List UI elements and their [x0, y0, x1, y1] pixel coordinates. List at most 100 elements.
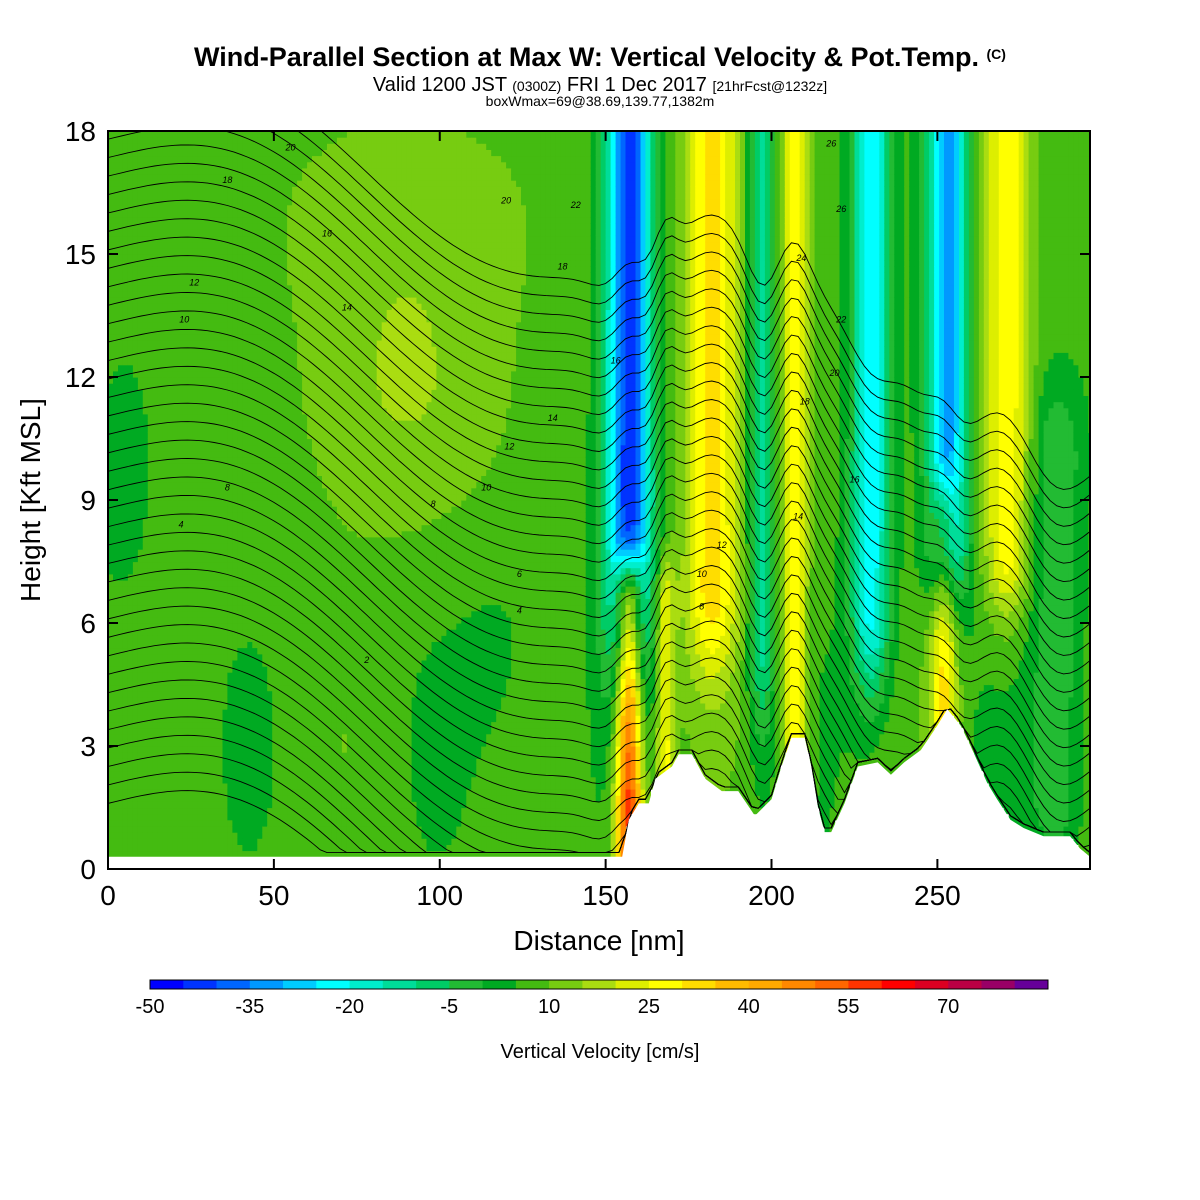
pot-temp-label: 2 — [363, 655, 369, 665]
pot-temp-label: 12 — [189, 278, 199, 288]
x-tick-label: 200 — [748, 880, 795, 911]
y-tick-label: 3 — [80, 731, 96, 762]
pot-temp-label: 22 — [835, 315, 846, 325]
pot-temp-contour — [108, 131, 1090, 546]
pot-temp-label: 20 — [828, 368, 839, 378]
pot-temp-contour — [108, 236, 1090, 656]
pot-temp-label: 14 — [342, 302, 352, 312]
colorbar-tick-label: -35 — [235, 996, 264, 1018]
y-tick-label: 0 — [80, 854, 96, 885]
pot-temp-label: 10 — [697, 569, 707, 579]
pot-temp-contour — [108, 365, 1090, 786]
pot-temp-contour — [108, 255, 1090, 675]
pot-temp-label: 4 — [178, 520, 183, 530]
colorbar-swatch — [582, 980, 617, 989]
pot-temp-label: 18 — [557, 261, 567, 271]
x-tick-label: 150 — [582, 880, 629, 911]
pot-temp-contour — [108, 347, 1090, 767]
pot-temp-contour — [108, 162, 1090, 583]
pot-temp-label: 26 — [835, 204, 846, 214]
colorbar-swatch — [682, 980, 716, 989]
colorbar-swatch — [382, 980, 417, 989]
colorbar-tick-label: 55 — [837, 996, 859, 1018]
colorbar-tick-label: 25 — [638, 996, 660, 1018]
colorbar-tick-label: 10 — [538, 996, 560, 1018]
colorbar-swatch — [815, 980, 849, 989]
valid-utc: (0300Z) — [512, 78, 561, 94]
y-tick-label: 9 — [80, 485, 96, 516]
y-axis-label: Height [Kft MSL] — [15, 398, 46, 602]
pot-temp-contour — [108, 144, 1090, 564]
colorbar-swatch — [249, 980, 284, 989]
pot-temp-contour — [108, 384, 1090, 804]
colorbar-swatch — [948, 980, 982, 989]
pot-temp-label: 20 — [284, 142, 295, 152]
colorbar-swatch — [848, 980, 883, 989]
chart-title-text: Wind-Parallel Section at Max W: Vertical… — [194, 42, 979, 72]
pot-temp-label: 18 — [222, 175, 232, 185]
pot-temp-contour — [108, 328, 1090, 749]
colorbar-swatch — [915, 980, 949, 989]
x-axis-label: Distance [nm] — [513, 925, 684, 956]
pot-temp-contour — [320, 131, 1090, 490]
pot-temp-label: 8 — [225, 483, 230, 493]
pot-temp-label: 12 — [504, 442, 514, 452]
y-tick-label: 6 — [80, 608, 96, 639]
pot-temp-labels: 20 18 16 12 10 14 20 22 18 16 14 12 10 8 8 4 6 4 2 26 26 24 22… — [178, 138, 859, 665]
pot-temp-label: 10 — [481, 483, 491, 493]
pot-temp-label: 14 — [548, 413, 558, 423]
y-tick-label: 15 — [65, 239, 96, 270]
x-tick-label: 100 — [416, 880, 463, 911]
chart-subtitle: boxWmax=69@38.69,139.77,1382m — [0, 93, 1200, 109]
colorbar-swatch — [416, 980, 450, 989]
colorbar-swatch — [515, 980, 550, 989]
colorbar-swatch — [981, 980, 1016, 989]
valid-prefix: Valid 1200 JST — [373, 74, 507, 96]
colorbar: -50 -35 -20 -5 10 25 40 55 70 — [136, 979, 1049, 1018]
pot-temp-label: 18 — [800, 397, 810, 407]
pot-temp-contour — [108, 181, 1090, 601]
colorbar-swatch — [615, 980, 650, 989]
colorbar-swatch — [283, 980, 317, 989]
colorbar-frame — [149, 979, 1049, 990]
pot-temp-contour — [108, 421, 1090, 837]
valid-date: FRI 1 Dec 2017 — [567, 74, 707, 96]
pot-temp-contour — [108, 402, 1090, 822]
colorbar-swatch — [549, 980, 583, 989]
pot-temp-label: 8 — [431, 499, 436, 509]
colorbar-swatch — [449, 980, 484, 989]
pot-temp-label: 10 — [179, 315, 189, 325]
pot-temp-label: 16 — [849, 475, 859, 485]
pot-temp-contour — [297, 131, 1090, 509]
pot-temp-label: 16 — [322, 229, 332, 239]
colorbar-tick-label: -5 — [440, 996, 458, 1018]
colorbar-swatch — [748, 980, 783, 989]
x-tick-label: 0 — [100, 880, 116, 911]
pot-temp-label: 16 — [611, 356, 621, 366]
pot-temp-contour — [108, 310, 1090, 730]
pot-temp-label: 26 — [825, 138, 836, 148]
pot-temp-label: 20 — [500, 196, 511, 206]
colorbar-label: Vertical Velocity [cm/s] — [501, 1041, 700, 1063]
colorbar-swatch — [349, 980, 384, 989]
pot-temp-label: 22 — [570, 200, 581, 210]
colorbar-tick-label: -50 — [136, 996, 165, 1018]
colorbar-swatch — [1014, 980, 1049, 989]
axes: 0 50 100 150 200 250 0 3 6 9 12 15 18 — [65, 116, 1090, 911]
copyright-mark: (C) — [987, 46, 1006, 62]
colorbar-tick-label: 40 — [738, 996, 760, 1018]
pot-temp-label: 6 — [517, 569, 522, 579]
pot-temp-contour — [108, 273, 1090, 693]
colorbar-swatch — [482, 980, 517, 989]
pot-temp-contour — [108, 199, 1090, 619]
x-tick-label: 250 — [914, 880, 961, 911]
pot-temp-contours — [108, 131, 1090, 854]
pot-temp-label: 24 — [795, 253, 806, 263]
colorbar-swatch — [183, 980, 218, 989]
chart-title: Wind-Parallel Section at Max W: Vertical… — [0, 42, 1200, 73]
colorbar-swatch — [881, 980, 916, 989]
pot-temp-contour — [108, 292, 1090, 712]
colorbar-swatch — [216, 980, 251, 989]
colorbar-swatch — [781, 980, 816, 989]
